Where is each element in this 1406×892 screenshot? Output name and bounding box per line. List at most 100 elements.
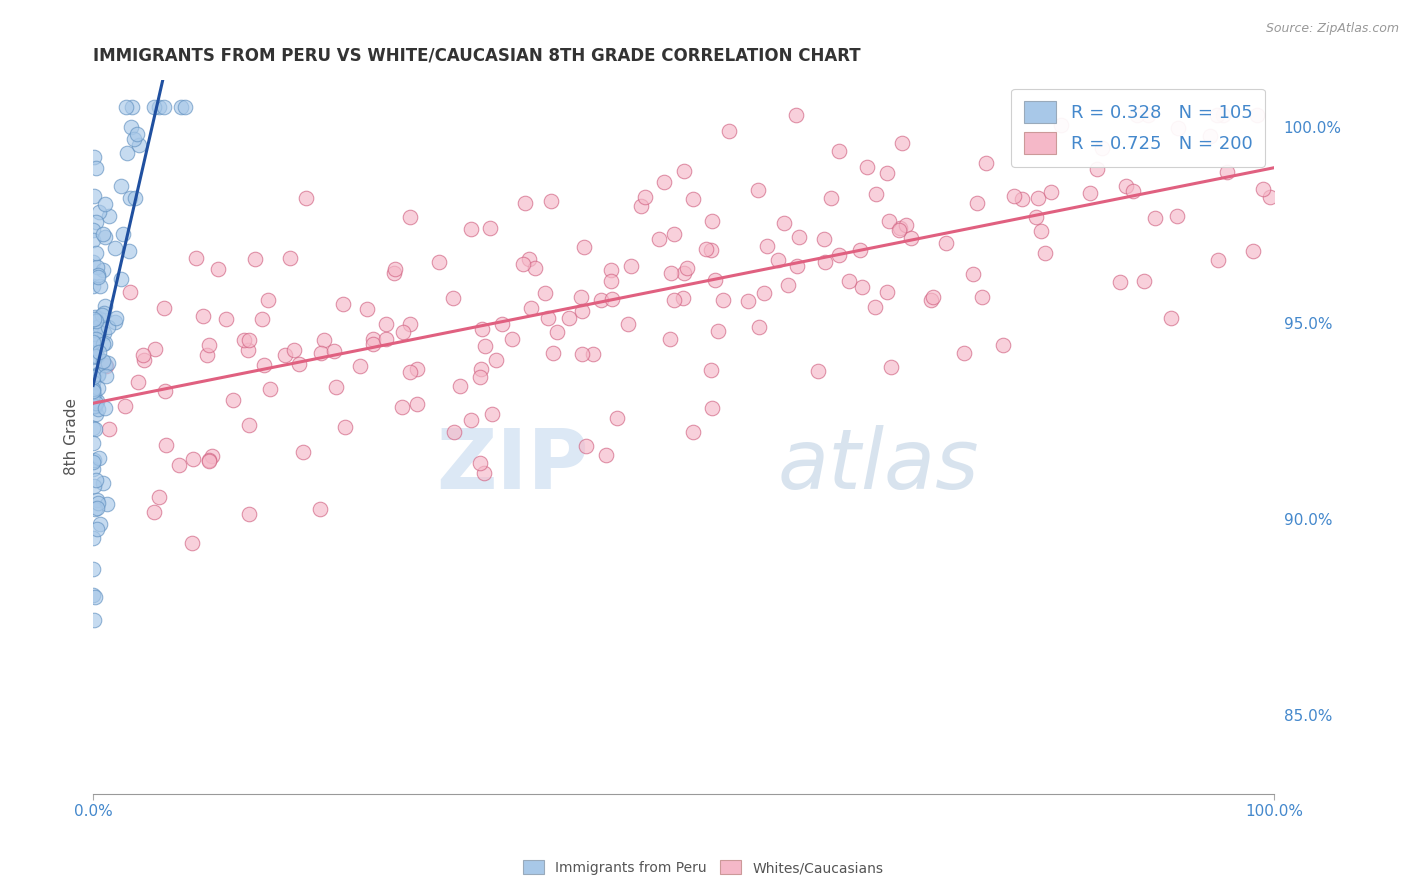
Point — [534, 286, 557, 301]
Point — [1212, 108, 1234, 122]
Point — [920, 293, 942, 308]
Point — [197, 338, 219, 352]
Point — [602, 292, 624, 306]
Point — [195, 348, 218, 362]
Point — [491, 317, 513, 331]
Point — [128, 137, 150, 152]
Point — [84, 422, 107, 436]
Point — [1167, 120, 1189, 135]
Point — [773, 216, 796, 230]
Point — [93, 326, 115, 341]
Point — [148, 490, 170, 504]
Point — [391, 325, 413, 339]
Point — [471, 322, 494, 336]
Point — [571, 290, 593, 304]
Point — [630, 199, 652, 213]
Point — [86, 260, 108, 275]
Point — [1040, 185, 1063, 199]
Point — [1160, 311, 1182, 326]
Point — [333, 419, 356, 434]
Point — [1011, 192, 1033, 206]
Point — [97, 356, 120, 370]
Point — [848, 243, 870, 257]
Point — [83, 453, 105, 467]
Point — [537, 310, 560, 325]
Text: atlas: atlas — [778, 425, 980, 506]
Point — [472, 466, 495, 480]
Point — [1091, 140, 1114, 154]
Point — [711, 293, 734, 307]
Point — [851, 280, 873, 294]
Point — [501, 332, 523, 346]
Point — [124, 192, 146, 206]
Point — [291, 445, 314, 459]
Point — [84, 364, 107, 378]
Point — [737, 293, 759, 308]
Point — [82, 376, 104, 390]
Point — [891, 136, 914, 150]
Point — [1199, 129, 1222, 144]
Point — [894, 218, 917, 232]
Point — [700, 243, 723, 257]
Point — [1133, 274, 1156, 288]
Point — [820, 190, 842, 204]
Point — [87, 367, 110, 381]
Point — [361, 336, 384, 351]
Point — [245, 252, 267, 266]
Point — [84, 310, 107, 324]
Point — [170, 100, 193, 114]
Point — [181, 536, 204, 550]
Point — [814, 255, 837, 269]
Point — [94, 196, 117, 211]
Point — [83, 349, 105, 363]
Point — [84, 215, 107, 229]
Point — [82, 279, 104, 293]
Point — [143, 505, 166, 519]
Point — [295, 191, 318, 205]
Point — [82, 435, 104, 450]
Point — [557, 311, 579, 326]
Point — [485, 352, 508, 367]
Point — [323, 343, 346, 358]
Point — [91, 336, 114, 351]
Point — [89, 204, 111, 219]
Point — [700, 363, 723, 377]
Point — [148, 100, 170, 114]
Point — [86, 394, 108, 409]
Point — [87, 381, 110, 395]
Point — [595, 448, 617, 462]
Point — [398, 365, 420, 379]
Point — [1208, 253, 1230, 268]
Point — [104, 314, 127, 328]
Point — [183, 452, 205, 467]
Point — [238, 508, 260, 522]
Point — [273, 348, 295, 362]
Point — [1125, 108, 1147, 122]
Point — [82, 233, 104, 247]
Point — [375, 317, 398, 331]
Point — [540, 194, 562, 209]
Text: Source: ZipAtlas.com: Source: ZipAtlas.com — [1265, 22, 1399, 36]
Point — [82, 455, 104, 469]
Point — [84, 501, 107, 516]
Point — [153, 384, 176, 398]
Point — [87, 345, 110, 359]
Point — [238, 343, 260, 358]
Point — [86, 350, 108, 364]
Point — [481, 407, 503, 421]
Point — [575, 439, 598, 453]
Point — [865, 186, 887, 201]
Point — [786, 259, 808, 273]
Point — [512, 256, 534, 270]
Point — [155, 438, 177, 452]
Point — [257, 293, 280, 307]
Point — [589, 293, 612, 307]
Point — [86, 522, 108, 536]
Point — [991, 338, 1014, 352]
Point — [1025, 210, 1047, 224]
Point — [876, 166, 898, 180]
Legend: R = 0.328   N = 105, R = 0.725   N = 200: R = 0.328 N = 105, R = 0.725 N = 200 — [1011, 88, 1265, 167]
Point — [84, 408, 107, 422]
Point — [238, 417, 260, 432]
Point — [972, 289, 994, 303]
